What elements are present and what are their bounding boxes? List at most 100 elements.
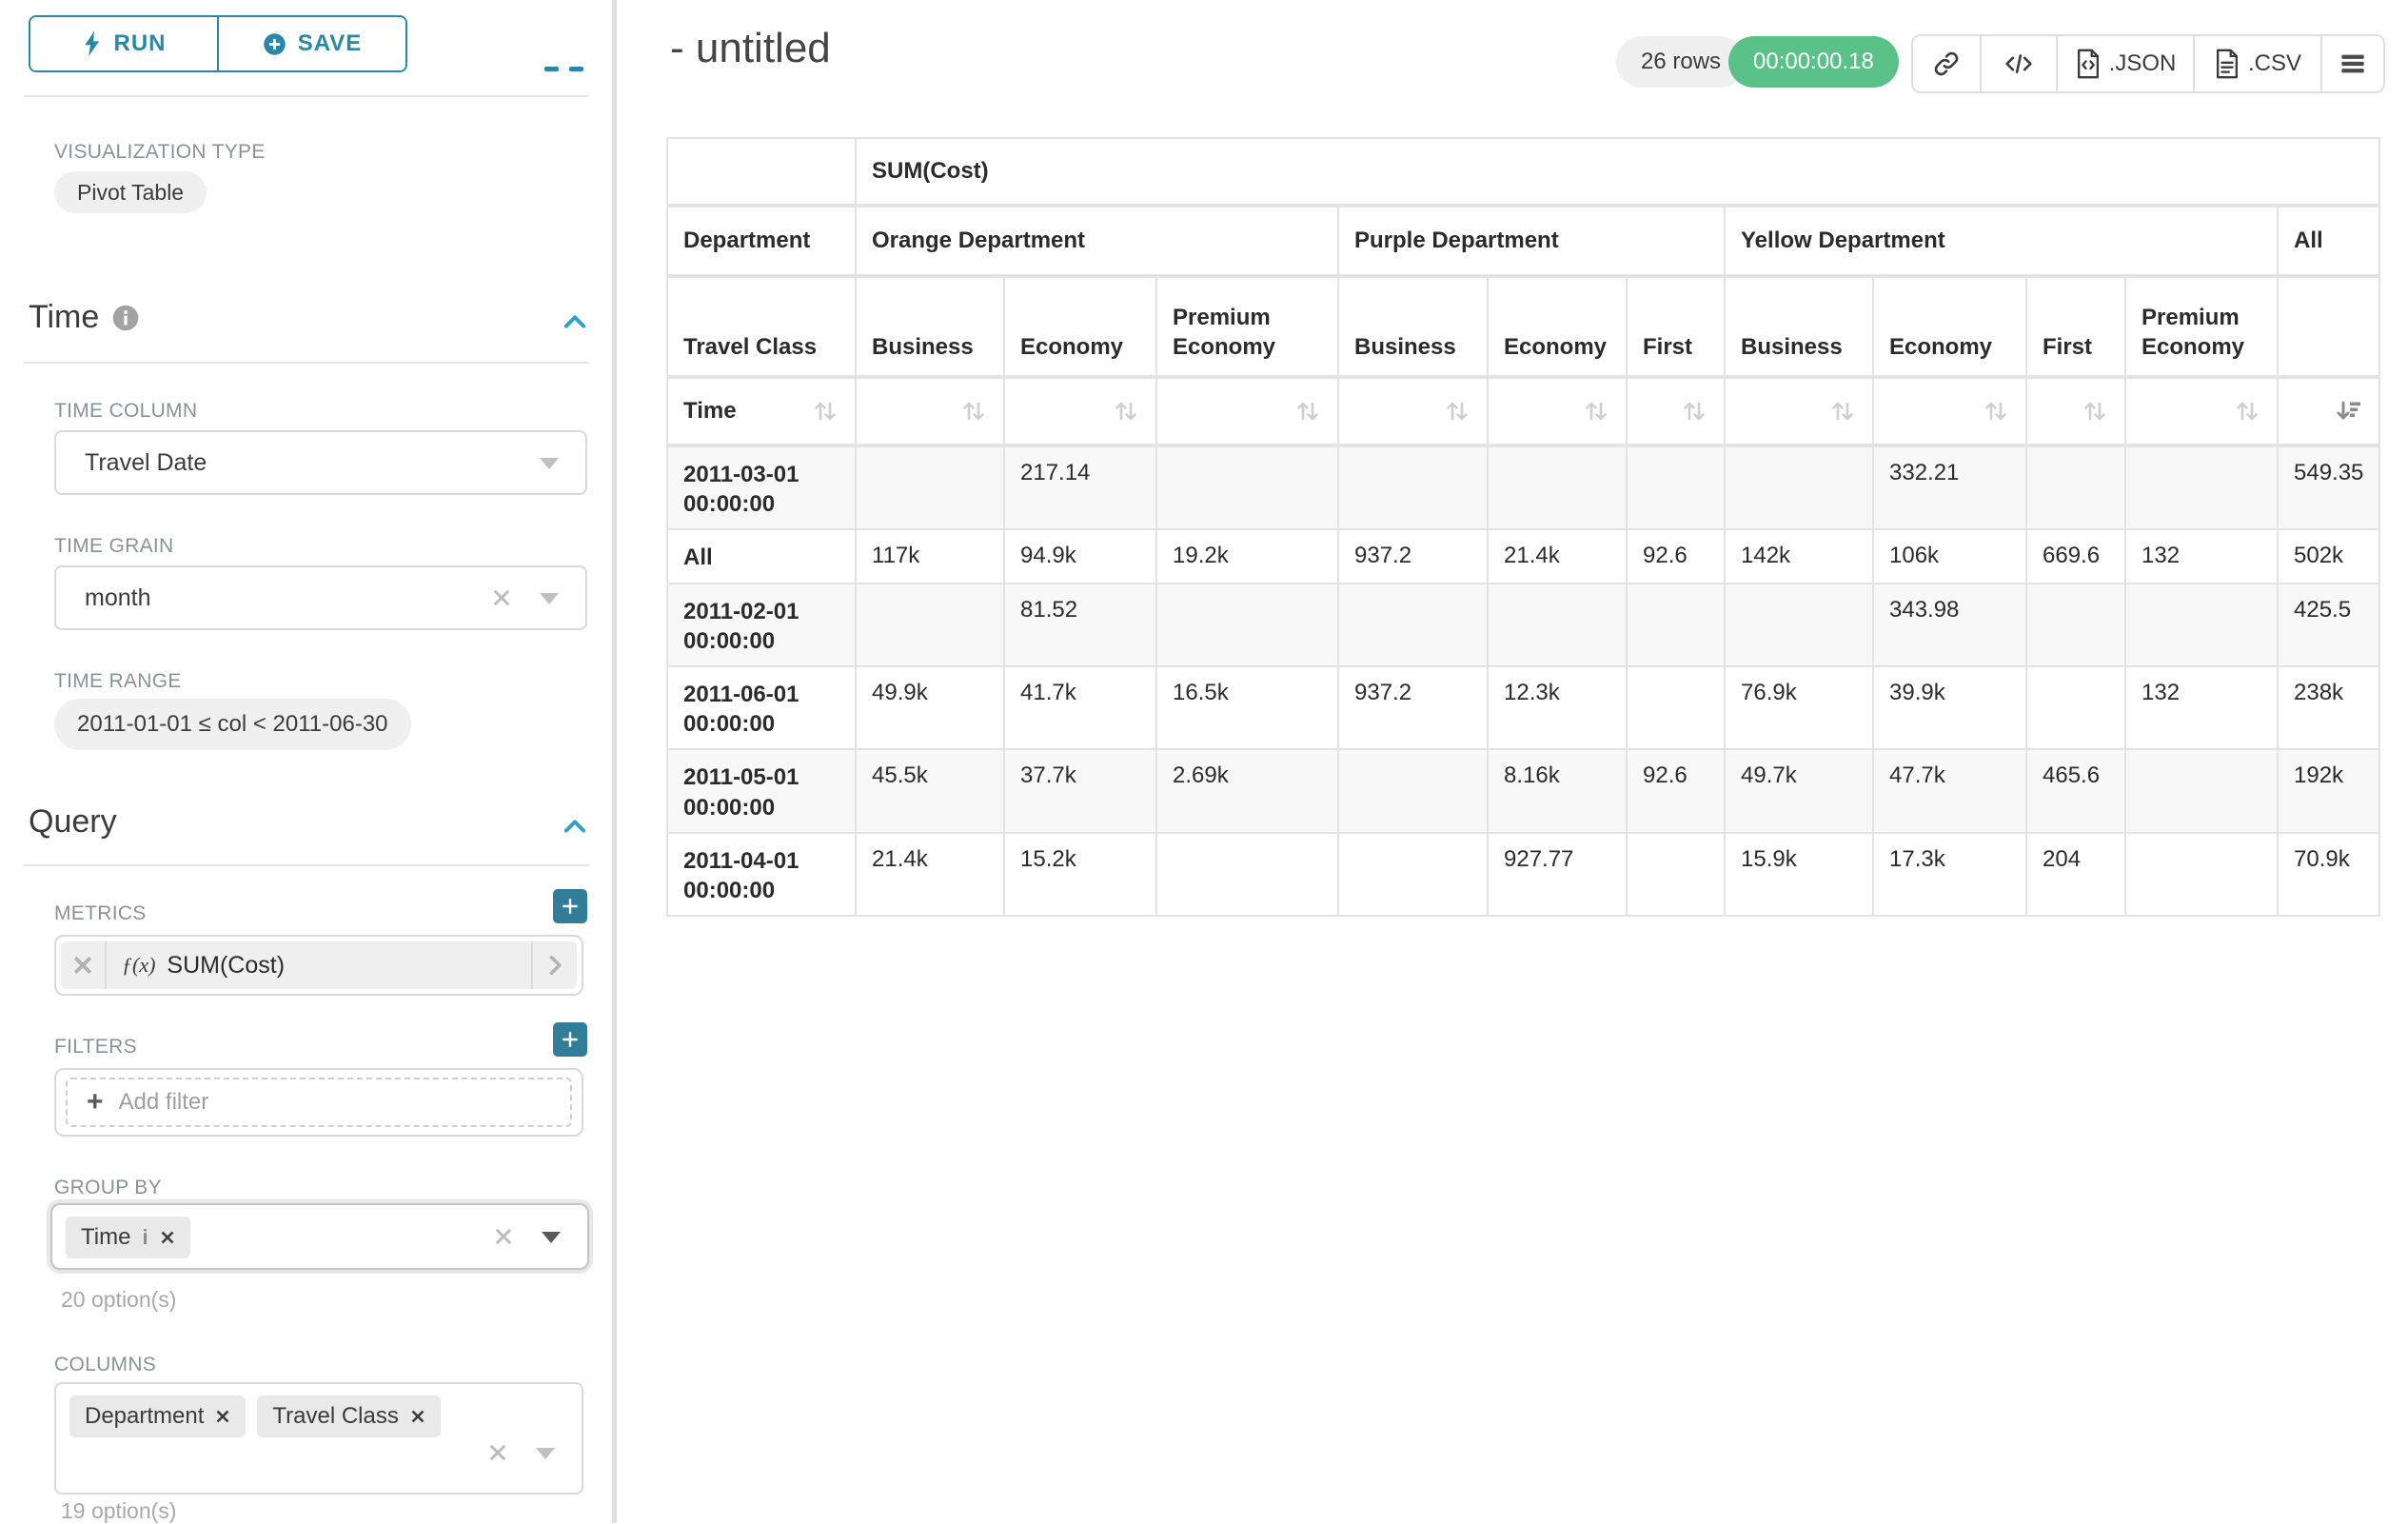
filters-label: FILTERS <box>54 1036 137 1058</box>
row-count-badge: 26 rows <box>1616 36 1747 88</box>
pivot-class-header: Premium Economy <box>1155 275 1339 379</box>
time-range-pill[interactable]: 2011-01-01 ≤ col < 2011-06-30 <box>54 699 411 750</box>
pivot-class-header: Business <box>855 275 1005 379</box>
pivot-cell <box>1337 831 1489 918</box>
clear-icon[interactable] <box>492 1225 515 1248</box>
pivot-cell <box>2124 748 2279 834</box>
group-by-select[interactable]: Time i <box>50 1203 589 1270</box>
sort-icon[interactable] <box>811 398 839 425</box>
pivot-class-header: Business <box>1724 275 1874 379</box>
sort-icon[interactable] <box>959 398 988 425</box>
file-code-icon <box>2075 49 2102 79</box>
chip-label: Travel Class <box>272 1403 399 1429</box>
time-grain-select[interactable]: month <box>54 565 587 630</box>
viz-type-value: Pivot Table <box>77 179 185 205</box>
sort-icon[interactable] <box>1582 398 1610 425</box>
remove-chip-icon[interactable] <box>215 1409 230 1424</box>
chip-label: Department <box>85 1403 205 1429</box>
pivot-sort-cell <box>1724 376 1874 447</box>
pivot-department-label: Department <box>666 205 857 278</box>
pivot-cell: 132 <box>2124 664 2279 751</box>
pivot-cell: 16.5k <box>1155 664 1339 751</box>
pivot-cell <box>1626 582 1726 667</box>
group-by-chip-time[interactable]: Time i <box>66 1217 190 1258</box>
sort-icon[interactable] <box>1982 398 2010 425</box>
query-section-heading: Query <box>29 803 117 841</box>
pivot-cell: 15.9k <box>1724 831 1874 918</box>
time-column-select[interactable]: Travel Date <box>54 430 587 495</box>
pivot-cell <box>1626 664 1726 751</box>
clear-icon[interactable] <box>490 586 513 609</box>
export-csv-label: .CSV <box>2247 50 2301 76</box>
pivot-class-header: Business <box>1337 275 1489 379</box>
run-button[interactable]: RUN <box>30 17 217 70</box>
add-filter-button[interactable]: + Add filter <box>66 1078 572 1127</box>
pivot-cell: 49.7k <box>1724 748 1874 834</box>
sort-icon[interactable] <box>1680 398 1708 425</box>
columns-chip-department[interactable]: Department <box>69 1395 247 1437</box>
pivot-cell: 19.2k <box>1155 528 1339 584</box>
chevron-down-icon <box>536 1448 555 1459</box>
panel-divider[interactable] <box>612 0 617 1523</box>
export-csv-button[interactable]: .CSV <box>2193 36 2320 91</box>
info-icon: i <box>142 1225 148 1249</box>
sort-icon[interactable] <box>1112 398 1140 425</box>
pivot-sort-cell <box>2124 376 2279 447</box>
chevron-right-icon[interactable] <box>531 941 577 989</box>
columns-chip-travel-class[interactable]: Travel Class <box>257 1395 441 1437</box>
pivot-cell: 217.14 <box>1003 444 1157 531</box>
pivot-class-header: Economy <box>1003 275 1157 379</box>
pivot-class-header: Premium Economy <box>2124 275 2279 379</box>
collapse-time-section-icon[interactable] <box>560 307 590 337</box>
remove-chip-icon[interactable] <box>410 1409 425 1424</box>
pivot-table-container: SUM(Cost) Department Orange Department Purp… <box>666 137 2381 918</box>
add-filter-plus-button[interactable] <box>553 1022 587 1057</box>
pivot-row-label: All <box>666 528 857 584</box>
pivot-cell: 17.3k <box>1872 831 2027 918</box>
sort-icon[interactable] <box>1443 398 1471 425</box>
time-section-title: Time <box>29 299 100 335</box>
file-lines-icon <box>2214 49 2240 79</box>
metric-pill[interactable]: ƒ(x) SUM(Cost) <box>61 941 577 989</box>
clear-icon[interactable] <box>486 1441 509 1464</box>
columns-select[interactable]: Department Travel Class <box>54 1382 583 1494</box>
pivot-sort-cell <box>1155 376 1339 447</box>
sort-desc-icon[interactable] <box>2335 398 2363 425</box>
pivot-row-label: 2011-05-01 00:00:00 <box>666 748 857 834</box>
view-query-button[interactable] <box>1980 36 2056 91</box>
sort-icon[interactable] <box>2081 398 2109 425</box>
pivot-class-header: Economy <box>1487 275 1628 379</box>
link-icon <box>1932 49 1961 78</box>
pivot-cell: 142k <box>1724 528 1874 584</box>
chevron-down-icon <box>540 458 559 469</box>
more-options-button[interactable] <box>2320 36 2383 91</box>
export-json-button[interactable]: .JSON <box>2056 36 2193 91</box>
add-metric-button[interactable] <box>553 889 587 923</box>
remove-metric-icon[interactable] <box>61 941 107 989</box>
pivot-cell: 117k <box>855 528 1005 584</box>
pivot-cell: 2.69k <box>1155 748 1339 834</box>
sort-icon[interactable] <box>1828 398 1857 425</box>
export-toolbar: .JSON .CSV <box>1911 34 2385 93</box>
pivot-sort-cell <box>2025 376 2126 447</box>
pivot-cell <box>2124 582 2279 667</box>
pivot-cell: 47.7k <box>1872 748 2027 834</box>
pivot-cell: 94.9k <box>1003 528 1157 584</box>
columns-option-count: 19 option(s) <box>61 1498 177 1523</box>
remove-chip-icon[interactable] <box>160 1230 175 1245</box>
sort-icon[interactable] <box>1293 398 1322 425</box>
pivot-cell: 465.6 <box>2025 748 2126 834</box>
fx-icon: ƒ(x) <box>122 953 156 977</box>
pivot-sort-cell <box>855 376 1005 447</box>
save-button[interactable]: SAVE <box>217 17 405 70</box>
sort-icon[interactable] <box>2233 398 2261 425</box>
viz-type-pill[interactable]: Pivot Table <box>54 171 207 213</box>
share-link-button[interactable] <box>1913 36 1980 91</box>
pivot-cell: 343.98 <box>1872 582 2027 667</box>
chart-title[interactable]: - untitled <box>670 25 831 71</box>
collapse-query-section-icon[interactable] <box>560 811 590 841</box>
pivot-class-header <box>2276 275 2381 379</box>
pivot-row: All 117k 94.9k 19.2k 937.2 21.4k 92.6 142k 106k 6… <box>666 528 2381 584</box>
pivot-cell <box>1337 582 1489 667</box>
pivot-cell: 37.7k <box>1003 748 1157 834</box>
